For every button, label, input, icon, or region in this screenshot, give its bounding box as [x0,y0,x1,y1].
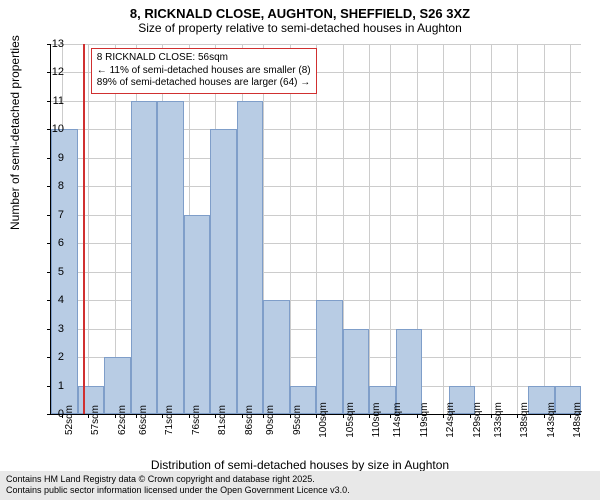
x-tick-label: 95sqm [292,405,303,435]
x-tick-label: 114sqm [392,403,403,438]
y-tick-label: 0 [34,408,64,420]
y-tick-label: 11 [34,95,64,107]
x-tick-mark [417,414,418,418]
x-tick-mark [343,414,344,418]
x-tick-mark [491,414,492,418]
gridline-vertical [544,44,545,414]
x-tick-label: 105sqm [345,402,356,438]
histogram-bar [396,329,423,414]
x-tick-label: 62sqm [117,405,128,435]
y-axis-title: Number of semi-detached properties [8,35,22,230]
histogram-bar [316,300,343,414]
annotation-line-3: 89% of semi-detached houses are larger (… [97,77,311,90]
histogram-bar [210,129,237,414]
gridline-vertical [470,44,471,414]
plot-region: 8 RICKNALD CLOSE: 56sqm← 11% of semi-det… [50,44,581,415]
y-tick-label: 10 [34,123,64,135]
x-tick-label: 143sqm [546,402,557,438]
x-tick-mark [290,414,291,418]
y-tick-label: 4 [34,294,64,306]
annotation-line-1: 8 RICKNALD CLOSE: 56sqm [97,52,311,65]
histogram-bar [184,215,211,414]
y-tick-label: 5 [34,266,64,278]
chart-title-main: 8, RICKNALD CLOSE, AUGHTON, SHEFFIELD, S… [0,0,600,21]
y-tick-label: 7 [34,209,64,221]
footer-attribution: Contains HM Land Registry data © Crown c… [0,471,600,500]
x-tick-mark [316,414,317,418]
y-tick-label: 2 [34,351,64,363]
footer-line-1: Contains HM Land Registry data © Crown c… [6,474,594,486]
property-marker-line [83,44,85,414]
y-tick-label: 13 [34,38,64,50]
y-tick-label: 9 [34,152,64,164]
x-tick-label: 86sqm [244,405,255,435]
histogram-bar [157,101,184,414]
chart-title-sub: Size of property relative to semi-detach… [0,21,600,39]
y-tick-label: 1 [34,380,64,392]
gridline-vertical [88,44,89,414]
gridline-vertical [570,44,571,414]
x-tick-label: 133sqm [493,402,504,438]
x-tick-mark [470,414,471,418]
x-tick-mark [88,414,89,418]
x-tick-label: 52sqm [64,405,75,435]
histogram-bar [263,300,290,414]
gridline-vertical [517,44,518,414]
x-tick-label: 90sqm [265,405,276,435]
histogram-bar [343,329,370,414]
chart-plot-area: 8 RICKNALD CLOSE: 56sqm← 11% of semi-det… [50,44,580,414]
x-tick-mark [136,414,137,418]
x-tick-label: 119sqm [419,403,430,438]
x-tick-label: 138sqm [519,402,530,438]
x-tick-label: 129sqm [472,402,483,438]
annotation-line-2: ← 11% of semi-detached houses are smalle… [97,65,311,78]
x-tick-label: 81sqm [217,405,228,435]
y-tick-label: 12 [34,66,64,78]
gridline-vertical [443,44,444,414]
x-tick-mark [369,414,370,418]
chart-container: 8, RICKNALD CLOSE, AUGHTON, SHEFFIELD, S… [0,0,600,500]
histogram-bar [131,101,158,414]
footer-line-2: Contains public sector information licen… [6,485,594,497]
gridline-vertical [491,44,492,414]
gridline-vertical [390,44,391,414]
x-tick-label: 100sqm [318,402,329,438]
x-tick-mark [263,414,264,418]
y-tick-label: 3 [34,323,64,335]
y-tick-label: 8 [34,180,64,192]
y-tick-label: 6 [34,237,64,249]
x-tick-label: 124sqm [445,402,456,438]
gridline-vertical [290,44,291,414]
x-tick-label: 71sqm [164,405,175,435]
x-tick-label: 148sqm [572,402,583,438]
x-tick-mark [189,414,190,418]
x-tick-mark [115,414,116,418]
annotation-box: 8 RICKNALD CLOSE: 56sqm← 11% of semi-det… [91,48,317,94]
x-tick-label: 66sqm [138,405,149,435]
gridline-vertical [369,44,370,414]
x-tick-label: 110sqm [371,403,382,438]
x-tick-label: 76sqm [191,405,202,435]
x-tick-mark [544,414,545,418]
x-tick-mark [242,414,243,418]
histogram-bar [237,101,264,414]
x-tick-label: 57sqm [90,405,101,435]
